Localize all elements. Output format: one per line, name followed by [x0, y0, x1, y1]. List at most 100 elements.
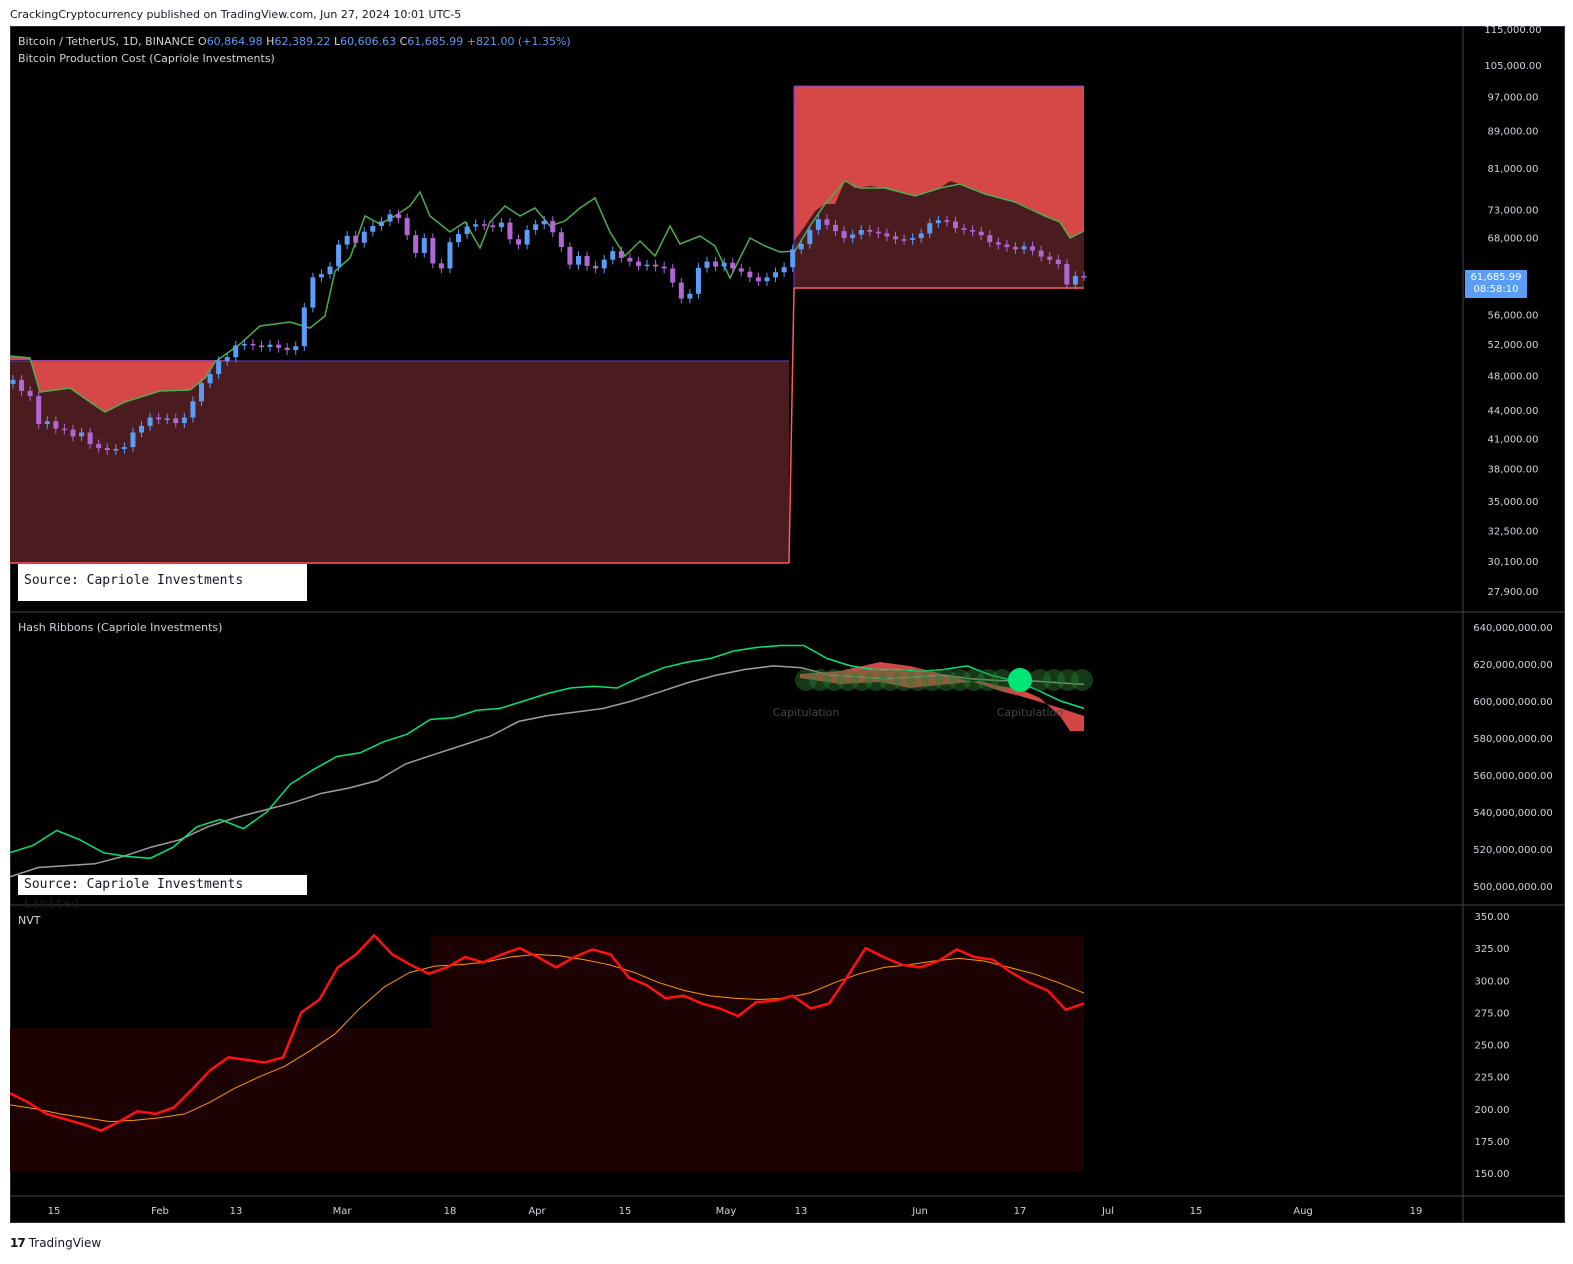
candle-body [901, 239, 907, 241]
symbol-legend[interactable]: Bitcoin / TetherUS, 1D, BINANCE O60,864.… [18, 35, 571, 48]
hash-ribbons-legend[interactable]: Hash Ribbons (Capriole Investments) [18, 621, 223, 634]
buy-signal-dot [1008, 668, 1032, 692]
price-tick-label: 52,000.00 [1488, 340, 1539, 351]
candle-body [121, 447, 127, 450]
candle-body [618, 251, 624, 258]
hash-tick-label: 560,000,000.00 [1473, 771, 1553, 782]
candle-body [987, 235, 993, 243]
candle-body [456, 234, 462, 243]
source-label: Source: Capriole Investments [18, 564, 307, 601]
candle-body [464, 226, 470, 235]
signal-dot [1071, 669, 1093, 691]
nvt-tick-label: 150.00 [1475, 1169, 1510, 1180]
candle-body [798, 243, 804, 250]
candle-body [70, 429, 76, 437]
nvt-legend[interactable]: NVT [18, 914, 41, 927]
candle-body [550, 220, 556, 233]
candle-body [318, 274, 324, 278]
chart-canvas[interactable]: Capitulation Capitulation 115,000.00 105,… [10, 26, 1565, 1223]
nvt-tick-label: 225.00 [1475, 1073, 1510, 1084]
candle-body [336, 244, 342, 267]
candle-body [1038, 250, 1044, 257]
candle-body [173, 418, 179, 424]
signal-dot [851, 669, 873, 691]
price-tick-label: 27,900.00 [1488, 587, 1539, 598]
price-tick-label: 115,000.00 [1484, 26, 1541, 36]
candle-body [27, 390, 33, 397]
hash-tick-label: 540,000,000.00 [1473, 808, 1553, 819]
candle-body [815, 219, 821, 230]
candle-body [610, 251, 616, 260]
price-tick-label: 38,000.00 [1488, 464, 1539, 475]
price-tick-label: 89,000.00 [1488, 127, 1539, 138]
candle-body [1055, 259, 1061, 265]
candle-body [113, 449, 119, 451]
candle-body [378, 221, 384, 226]
time-tick-label: Aug [1293, 1206, 1313, 1217]
nvt-band-low [10, 1028, 431, 1172]
high-label: H [266, 35, 275, 48]
price-tick-label: 44,000.00 [1488, 406, 1539, 417]
time-tick-label: Jul [1101, 1206, 1114, 1217]
signal-dot [935, 669, 957, 691]
candle-body [387, 214, 393, 222]
high-value: 62,389.22 [274, 35, 331, 48]
footer[interactable]: 17 TradingView [10, 1236, 101, 1250]
candle-body [310, 277, 316, 308]
candle-body [661, 266, 667, 269]
candle-body [44, 421, 50, 424]
hash-ribbon-fast-line [10, 644, 1085, 860]
hash-ribbons-pane: Capitulation Capitulation [10, 644, 1093, 878]
candle-body [944, 220, 950, 222]
candle-body [19, 379, 25, 391]
candle-body [53, 421, 59, 429]
candle-body [396, 214, 402, 219]
signal-dot [837, 669, 859, 691]
time-tick-label: Mar [333, 1206, 353, 1217]
production-cost-zone-1 [10, 356, 789, 564]
signal-dot [893, 669, 915, 691]
candle-body [695, 267, 701, 294]
candle-body [567, 246, 573, 265]
candle-body [404, 218, 410, 236]
production-cost-ma-line [10, 180, 1085, 413]
nvt-tick-label: 200.00 [1475, 1105, 1510, 1116]
candle-body [961, 228, 967, 230]
candle-body [995, 242, 1001, 245]
candle-body [841, 231, 847, 239]
hash-tick-label: 500,000,000.00 [1473, 882, 1553, 893]
hash-ribbon-slow-line [10, 665, 1085, 878]
time-tick-label: 18 [444, 1206, 457, 1217]
production-cost-legend[interactable]: Bitcoin Production Cost (Capriole Invest… [18, 52, 275, 65]
candle-body [344, 235, 350, 245]
candle-body [952, 221, 958, 229]
candle-body [653, 264, 659, 267]
candle-body [747, 271, 753, 278]
nvt-pane [10, 933, 1085, 1172]
candle-body [507, 222, 513, 240]
candle-body [824, 219, 830, 225]
price-pane [10, 85, 1087, 564]
candle-body [164, 418, 170, 420]
signal-dot [879, 669, 901, 691]
candle-body [764, 277, 770, 282]
nvt-tick-label: 325.00 [1475, 944, 1510, 955]
candle-body [241, 343, 247, 346]
candle-body [258, 345, 264, 348]
price-tick-label: 30,100.00 [1488, 557, 1539, 568]
candle-body [413, 235, 419, 253]
candle-body [927, 223, 933, 234]
candle-body [181, 417, 187, 424]
candle-body [575, 256, 581, 265]
candle-body [918, 233, 924, 239]
signal-dot [977, 669, 999, 691]
candle-body [61, 428, 67, 431]
candle-body [516, 239, 522, 245]
candle-body [773, 272, 779, 278]
candle-body [1004, 244, 1010, 247]
candle-body [96, 444, 102, 449]
signal-dot [991, 669, 1013, 691]
candle-body [978, 231, 984, 236]
hash-source-label: Source: Capriole Investments Limited [18, 875, 307, 912]
candle-body [79, 432, 85, 437]
